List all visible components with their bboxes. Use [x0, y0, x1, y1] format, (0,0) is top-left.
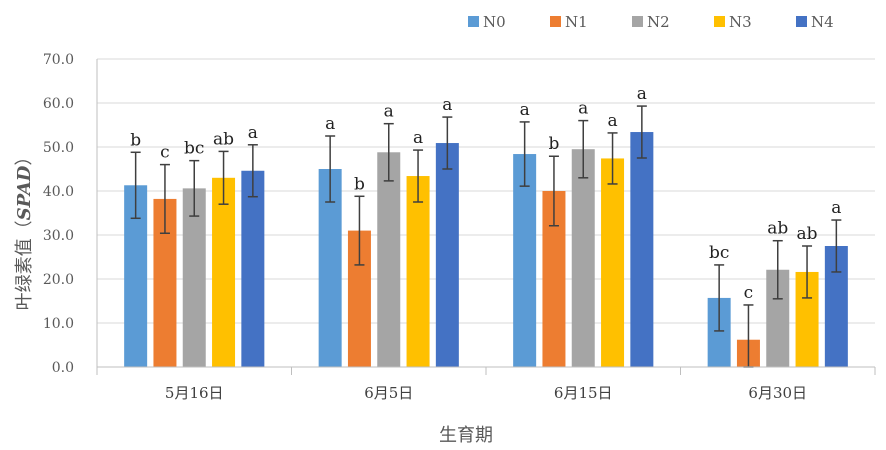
x-axis-title: 生育期 — [439, 425, 493, 446]
y-tick-label: 10.0 — [43, 316, 74, 332]
bars — [124, 132, 848, 367]
bar — [212, 177, 236, 367]
significance-label: c — [744, 283, 754, 303]
y-tick-label: 0.0 — [52, 360, 74, 376]
legend-label: N4 — [811, 13, 834, 31]
x-tick-label: 6月15日 — [554, 384, 613, 402]
significance-label: a — [413, 128, 423, 148]
legend: N0 N1 N2 N3 N4 — [468, 13, 834, 31]
x-tick-label: 6月5日 — [364, 384, 413, 402]
y-tick-label: 60.0 — [43, 96, 74, 112]
bar — [347, 230, 371, 367]
significance-label: ab — [213, 129, 234, 149]
significance-label: b — [354, 174, 365, 194]
bar — [542, 191, 566, 367]
bar — [377, 152, 401, 367]
bar — [241, 170, 265, 367]
significance-label: b — [549, 134, 560, 154]
bar — [124, 185, 148, 367]
legend-swatch — [714, 16, 725, 27]
bar — [318, 169, 342, 367]
y-tick-labels: 0.0 10.0 20.0 30.0 40.0 50.0 60.0 70.0 — [43, 52, 74, 376]
significance-label: ab — [797, 224, 818, 244]
significance-label: a — [637, 84, 647, 104]
y-tick-label: 50.0 — [43, 140, 74, 156]
bar — [182, 188, 206, 367]
legend-swatch — [796, 16, 807, 27]
bar — [435, 143, 459, 367]
y-tick-label: 40.0 — [43, 184, 74, 200]
legend-label: N2 — [647, 13, 670, 31]
significance-label: b — [130, 130, 141, 150]
significance-label: ab — [767, 219, 788, 239]
significance-label: a — [248, 123, 258, 143]
bar — [766, 269, 790, 367]
significance-label: a — [520, 100, 530, 120]
y-axis-title: 叶绿素值（SPAD） — [14, 148, 35, 311]
bar — [571, 149, 595, 367]
legend-label: N1 — [565, 13, 588, 31]
significance-label: a — [384, 102, 394, 122]
significance-label: bc — [184, 139, 204, 159]
x-tick-label: 5月16日 — [165, 384, 224, 402]
significance-label: bc — [709, 243, 729, 263]
bar — [824, 246, 848, 367]
bar — [707, 297, 731, 367]
y-tick-label: 30.0 — [43, 228, 74, 244]
legend-label: N0 — [483, 13, 506, 31]
x-tick-labels: 5月16日 6月5日 6月15日 6月30日 — [165, 384, 807, 402]
significance-label: a — [325, 114, 335, 134]
legend-swatch — [632, 16, 643, 27]
x-tick-label: 6月30日 — [748, 384, 807, 402]
bar — [406, 176, 430, 367]
legend-swatch — [468, 16, 479, 27]
bar — [513, 154, 537, 367]
y-tick-label: 20.0 — [43, 272, 74, 288]
significance-label: c — [160, 143, 170, 163]
axes — [96, 59, 876, 375]
significance-label: a — [442, 95, 452, 115]
bar — [601, 158, 625, 367]
bar — [795, 271, 819, 367]
y-tick-label: 70.0 — [43, 52, 74, 68]
significance-label: a — [831, 198, 841, 218]
legend-swatch — [550, 16, 561, 27]
legend-label: N3 — [729, 13, 752, 31]
error-bars — [130, 105, 842, 368]
significance-label: a — [607, 111, 617, 131]
significance-label: a — [578, 99, 588, 119]
bar — [630, 132, 654, 367]
bar — [153, 198, 177, 367]
